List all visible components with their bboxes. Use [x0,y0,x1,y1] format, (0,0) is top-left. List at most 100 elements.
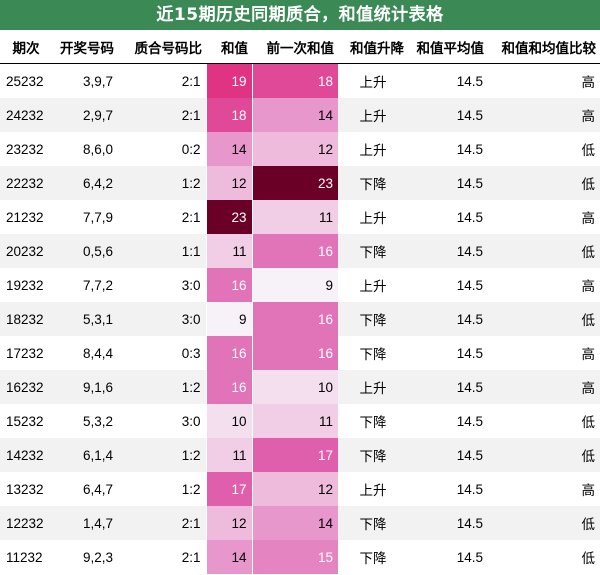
cell-ratio: 2:1 [181,549,201,565]
cell-numbers: 6,4,7 [82,481,113,497]
cell-compare: 低 [581,551,596,566]
cell-ratio: 3:0 [118,302,206,336]
cell-prev-sum: 16 [251,302,338,336]
table-row: 22232 6,4,2 1:2 12 23 下降 14.5 低 [0,166,600,200]
cell-period: 16232 [0,370,52,404]
cell-trend: 下降 [338,234,408,268]
cell-period: 11232 [6,549,43,565]
cell-compare: 高 [488,370,600,404]
table-row: 12232 1,4,7 2:1 12 14 下降 14.5 低 [0,506,600,540]
cell-compare: 低 [488,438,600,472]
cell-avg: 14.5 [408,438,488,472]
cell-numbers: 1,4,7 [52,506,118,540]
cell-sum: 11 [205,234,252,268]
cell-period: 19232 [6,277,44,293]
header-period: 期次 [0,30,52,64]
cell-numbers: 6,4,2 [52,166,118,200]
stats-table: 期次 开奖号码 质合号码比 和值 前一次和值 和值升降 和值平均值 和值和均值比… [0,30,600,574]
cell-prev-sum: 16 [251,336,338,370]
cell-period: 21232 [6,209,44,225]
cell-period: 25232 [6,73,44,89]
table-body: 25232 3,9,7 2:1 19 18 上升 14.5 高 24232 2,9,7 2:1 18 1… [0,63,600,574]
cell-trend: 上升 [338,98,408,132]
cell-sum: 10 [205,404,252,438]
cell-prev-sum: 15 [251,540,338,574]
table-row: 25232 3,9,7 2:1 19 18 上升 14.5 高 [0,63,600,98]
cell-sum: 14 [205,132,252,166]
cell-period: 14232 [0,438,52,472]
cell-numbers: 2,9,7 [52,98,118,132]
cell-trend: 下降 [359,347,387,362]
cell-prev-sum: 9 [251,268,338,302]
cell-ratio: 1:2 [118,438,206,472]
cell-numbers: 7,7,9 [82,209,113,225]
table-row: 18232 5,3,1 3:0 9 16 下降 14.5 低 [0,302,600,336]
cell-avg: 14.5 [456,549,483,565]
cell-numbers: 8,4,4 [82,345,113,361]
header-prev-sum: 前一次和值 [252,30,338,64]
cell-trend: 下降 [338,438,408,472]
cell-period: 22232 [0,166,52,200]
cell-avg: 14.5 [408,234,488,268]
cell-sum: 16 [205,336,252,370]
cell-avg: 14.5 [456,73,483,89]
cell-compare: 高 [581,483,596,498]
cell-period: 12232 [0,506,52,540]
cell-compare: 高 [581,347,596,362]
cell-trend: 上升 [359,211,387,226]
header-ratio: 质合号码比 [118,30,206,64]
cell-compare: 高 [581,211,596,226]
header-compare: 和值和均值比较 [488,30,600,64]
table-row: 14232 6,1,4 1:2 11 17 下降 14.5 低 [0,438,600,472]
cell-avg: 14.5 [456,141,483,157]
table-row: 21232 7,7,9 2:1 23 11 上升 14.5 高 [0,200,600,234]
cell-sum: 12 [205,506,252,540]
cell-period: 24232 [0,98,52,132]
cell-avg: 14.5 [456,277,483,293]
cell-numbers: 6,1,4 [52,438,118,472]
cell-compare: 低 [581,143,596,158]
cell-prev-sum: 11 [251,200,338,234]
cell-numbers: 9,2,3 [82,549,113,565]
cell-ratio: 2:1 [118,98,206,132]
cell-sum: 16 [205,268,252,302]
cell-numbers: 5,3,1 [52,302,118,336]
cell-avg: 14.5 [456,413,483,429]
cell-ratio: 2:1 [181,73,201,89]
cell-ratio: 1:1 [118,234,206,268]
cell-period: 13232 [6,481,44,497]
cell-sum: 19 [205,63,252,98]
cell-trend: 下降 [338,166,408,200]
cell-prev-sum: 18 [251,63,338,98]
cell-numbers: 8,6,0 [82,141,113,157]
cell-ratio: 0:2 [181,141,201,157]
cell-avg: 14.5 [456,209,483,225]
cell-period: 15232 [6,413,44,429]
cell-sum: 9 [205,302,252,336]
cell-compare: 低 [581,415,596,430]
table-row: 16232 9,1,6 1:2 16 10 上升 14.5 高 [0,370,600,404]
cell-avg: 14.5 [408,166,488,200]
cell-compare: 低 [488,234,600,268]
cell-ratio: 2:1 [118,506,206,540]
cell-compare: 高 [488,98,600,132]
cell-compare: 低 [488,506,600,540]
cell-sum: 14 [205,540,252,574]
cell-ratio: 1:2 [181,481,201,497]
header-avg: 和值平均值 [408,30,488,64]
cell-prev-sum: 16 [251,234,338,268]
table-row: 15232 5,3,2 3:0 10 11 下降 14.5 低 [0,404,600,438]
cell-trend: 下降 [359,415,387,430]
cell-numbers: 7,7,2 [82,277,113,293]
cell-ratio: 3:0 [181,413,201,429]
cell-numbers: 9,1,6 [52,370,118,404]
table-title: 近15期历史同期质合，和值统计表格 [0,0,600,30]
header-sum: 和值 [206,30,252,64]
cell-compare: 高 [581,279,596,294]
cell-trend: 上升 [359,75,387,90]
cell-ratio: 1:2 [118,166,206,200]
cell-trend: 上升 [338,370,408,404]
cell-avg: 14.5 [408,370,488,404]
cell-trend: 上升 [359,483,387,498]
cell-trend: 下降 [338,302,408,336]
